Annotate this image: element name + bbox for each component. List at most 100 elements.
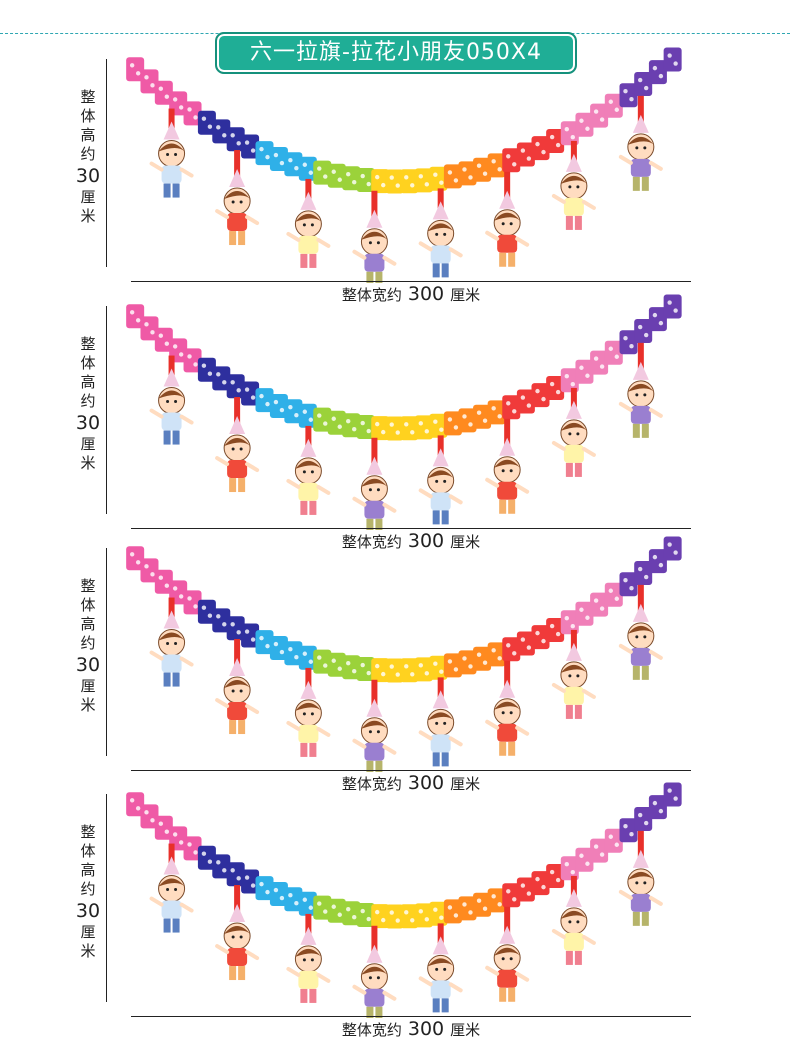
garland-segment [313, 649, 332, 674]
garland-segment [531, 871, 550, 896]
hanging-kid-figure [418, 677, 463, 767]
garland-segment [140, 558, 159, 583]
garland-segment [560, 610, 579, 635]
height-dimension-label: 整体高约 30 厘米 [72, 577, 104, 715]
garland-segment [183, 101, 202, 126]
garland-segment [414, 657, 433, 682]
garland-segment [619, 83, 638, 108]
garland-segment [400, 169, 419, 194]
width-dimension-line [131, 281, 691, 282]
height-value: 30 [75, 412, 101, 434]
garland-segment [516, 142, 535, 167]
width-unit: 厘米 [450, 1021, 481, 1039]
garland-segment [429, 901, 448, 926]
garland-segment [575, 112, 594, 137]
width-dimension-label: 整体宽约 300 厘米 [131, 1018, 691, 1040]
garland-segment [284, 887, 303, 912]
garland-segment [590, 838, 609, 863]
height-unit-char: 厘 [80, 923, 96, 941]
hanging-kid-figure [149, 108, 194, 198]
garland-segment [298, 156, 317, 181]
garland-segment [663, 536, 682, 561]
hanging-kid-figure [618, 342, 663, 438]
height-label-char: 约 [80, 634, 96, 652]
width-value: 300 [407, 283, 445, 305]
garland-segment [663, 782, 682, 807]
height-label-char: 约 [80, 145, 96, 163]
garland-segment [226, 374, 245, 399]
garland-segment [414, 168, 433, 193]
height-dimension-label: 整体高约 30 厘米 [72, 335, 104, 473]
hanging-kid-figure [286, 425, 331, 515]
garland-segment [284, 152, 303, 177]
height-unit-char: 厘 [80, 188, 96, 206]
width-value: 300 [407, 772, 445, 794]
height-label-char: 整 [80, 335, 96, 353]
hanging-kid-figure [149, 843, 194, 933]
garland-segment [400, 658, 419, 683]
garland-segment [473, 892, 492, 917]
product-title-badge: 六一拉旗-拉花小朋友050X4 [215, 32, 577, 74]
garland-segment [183, 348, 202, 373]
garland-segment [458, 408, 477, 433]
garland-segment [473, 646, 492, 671]
height-value: 30 [75, 900, 101, 922]
width-dimension-line [131, 528, 691, 529]
height-label-char: 约 [80, 392, 96, 410]
garland-segment [241, 869, 260, 894]
garland-segment [546, 618, 565, 643]
garland-segment [443, 653, 462, 678]
hanging-kid-figure [618, 584, 663, 680]
garland-segment [255, 388, 274, 413]
height-dimension-line [106, 548, 107, 756]
height-unit-char: 米 [80, 454, 96, 472]
garland-panel-4: 整体高约 30 厘米整体宽约 300 厘米 [0, 778, 790, 1040]
hanging-kid-figure [286, 913, 331, 1003]
garland-segment [546, 129, 565, 154]
garland-segment [487, 400, 506, 425]
width-label-prefix: 整体宽约 [341, 286, 402, 304]
garland-segment [255, 876, 274, 901]
garland-segment [502, 395, 521, 420]
garland-segment [241, 134, 260, 159]
garland-segment [313, 895, 332, 920]
garland-segment [531, 383, 550, 408]
garland-segment [516, 631, 535, 656]
hanging-kid-figure [352, 190, 397, 283]
width-dimension-label: 整体宽约 300 厘米 [131, 772, 691, 794]
garland-segment [487, 153, 506, 178]
garland-segment [154, 327, 173, 352]
height-dimension-label: 整体高约 30 厘米 [72, 88, 104, 226]
height-label-char: 体 [80, 596, 96, 614]
garland-segment [126, 57, 145, 82]
garland-segment [560, 121, 579, 146]
garland-segment [298, 403, 317, 428]
garland-segment [342, 901, 361, 926]
garland-segment [590, 592, 609, 617]
garland-segment [458, 650, 477, 675]
hanging-kid-figure [418, 435, 463, 525]
height-label-char: 高 [80, 126, 96, 144]
garland-segment [575, 847, 594, 872]
width-dimension-label: 整体宽约 300 厘米 [131, 283, 691, 305]
garland-segment [298, 645, 317, 670]
height-unit-char: 米 [80, 207, 96, 225]
width-unit: 厘米 [450, 533, 481, 551]
hanging-kid-figure [485, 171, 530, 267]
hanging-kid-figure [485, 418, 530, 514]
garland-segment [140, 69, 159, 94]
garland-segment [443, 164, 462, 189]
garland-segment [634, 319, 653, 344]
hanging-kid-figure [215, 150, 260, 246]
width-dimension-line [131, 770, 691, 771]
hanging-kid-figure [551, 875, 596, 965]
garland-segment [516, 389, 535, 414]
width-unit: 厘米 [450, 286, 481, 304]
garland-segment [546, 864, 565, 889]
garland-segment [284, 641, 303, 666]
garland-segment [604, 828, 623, 853]
garland-segment [241, 381, 260, 406]
garland-segment [634, 72, 653, 97]
width-label-prefix: 整体宽约 [341, 533, 402, 551]
garland-segment [371, 658, 390, 683]
